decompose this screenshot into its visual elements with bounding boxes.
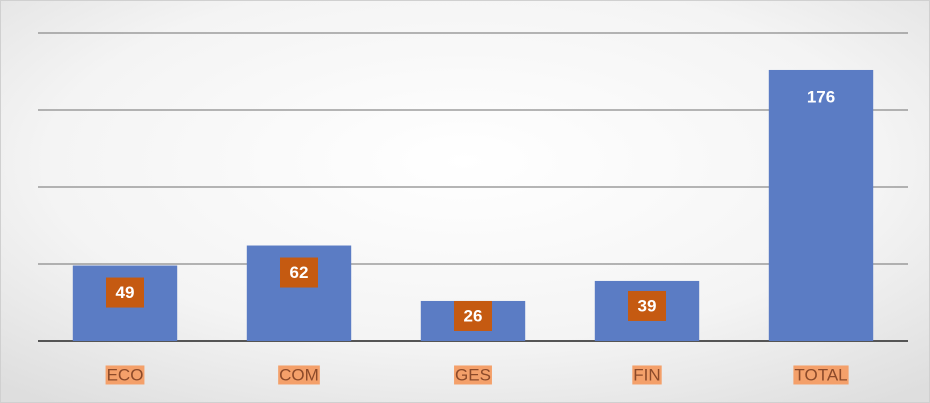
x-tick-highlight — [278, 365, 320, 385]
x-tick-highlight — [454, 365, 492, 385]
value-label-box — [628, 290, 666, 321]
x-tick-highlight — [632, 365, 662, 385]
x-tick-label: ECO — [107, 365, 144, 384]
x-tick-label: GES — [455, 365, 491, 384]
bar — [768, 69, 874, 342]
value-label-box — [454, 300, 492, 331]
value-label-box — [280, 257, 318, 288]
value-label: 39 — [638, 296, 657, 315]
value-label: 49 — [116, 283, 135, 302]
x-tick-label: COM — [279, 365, 319, 384]
value-label-box — [106, 277, 144, 308]
x-tick-highlight — [793, 365, 849, 385]
x-tick-label: FIN — [633, 365, 660, 384]
x-tick-highlight — [105, 365, 145, 385]
value-label: 26 — [464, 306, 483, 325]
value-label: 62 — [290, 263, 309, 282]
value-label: 176 — [807, 87, 835, 106]
x-tick-label: TOTAL — [794, 365, 847, 384]
